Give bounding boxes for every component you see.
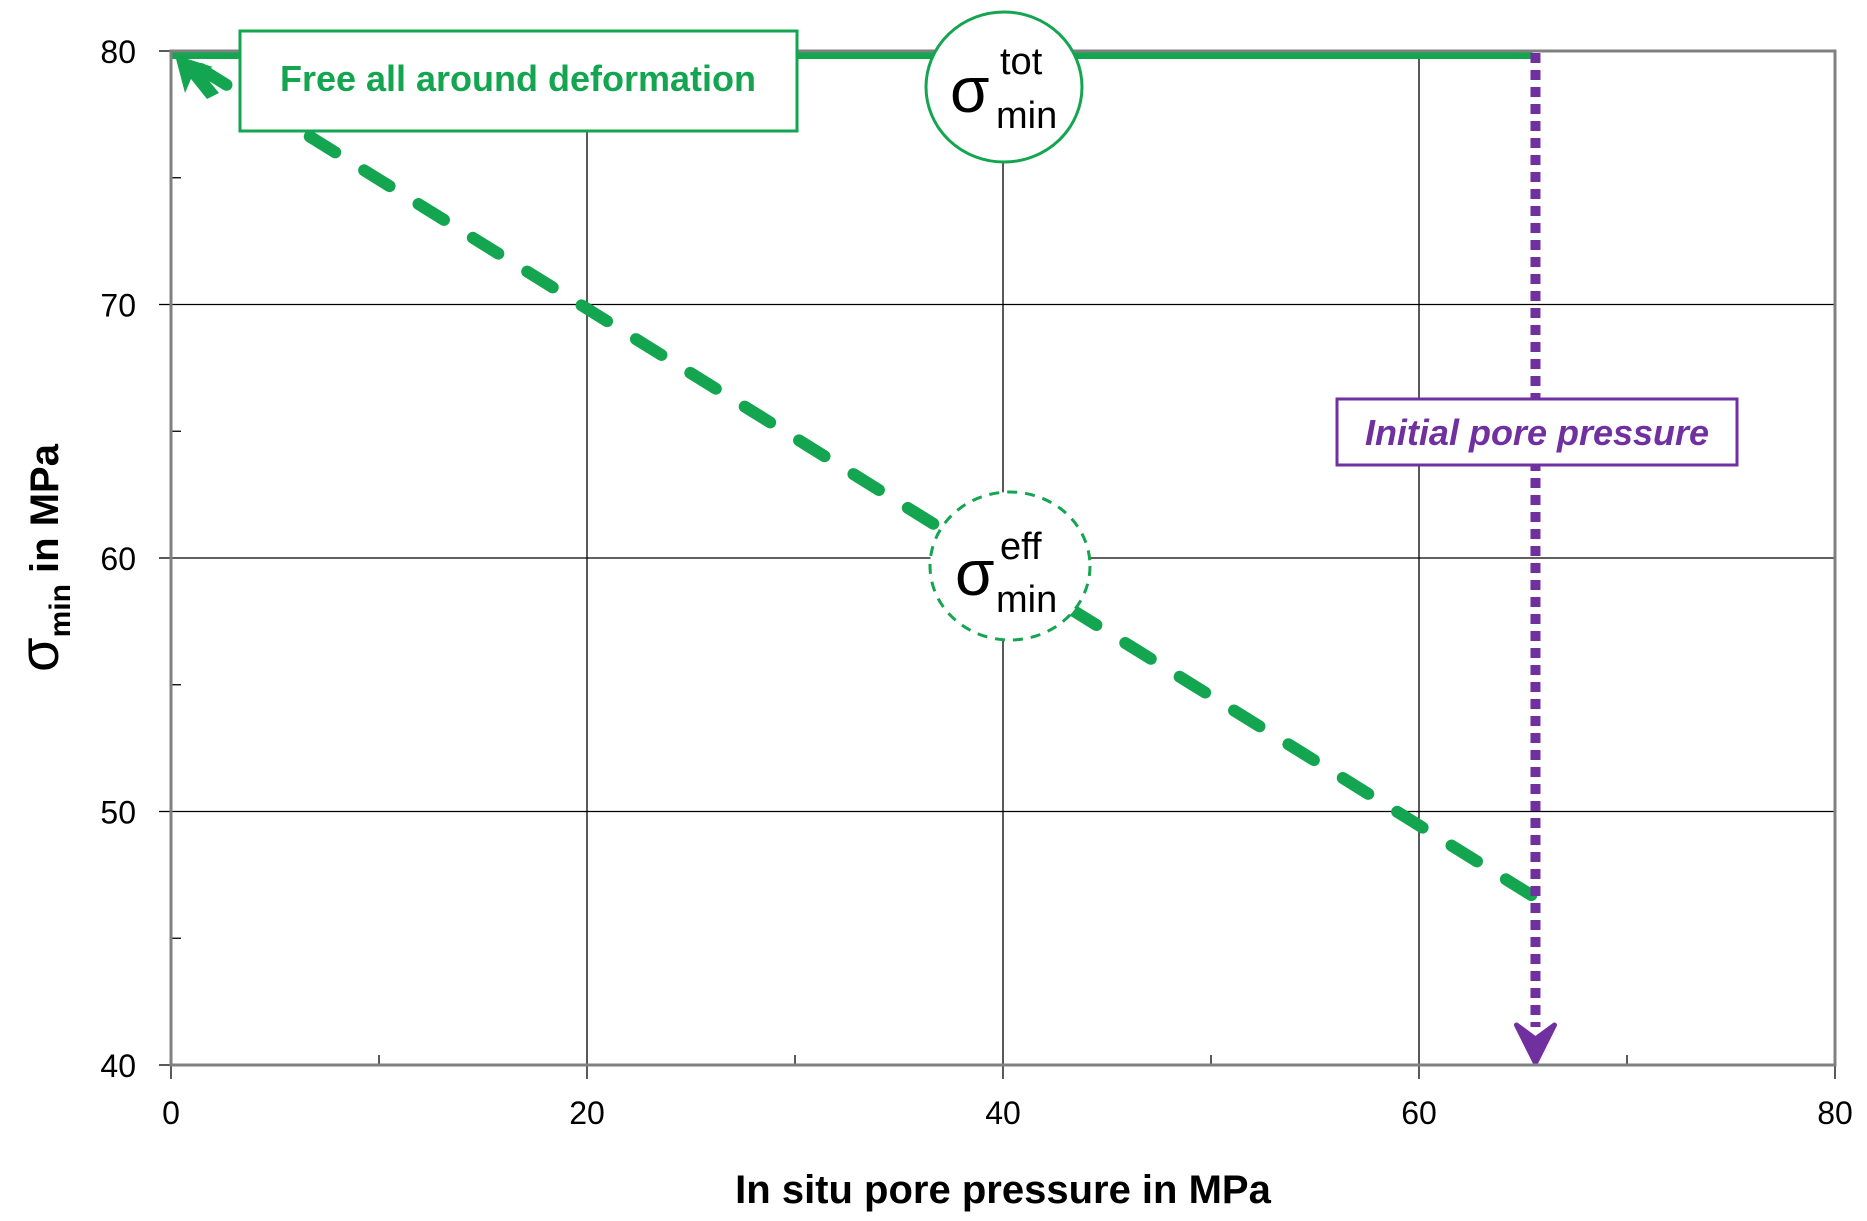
- y-tick-label: 50: [100, 795, 136, 831]
- initial-pore-pressure-label: Initial pore pressure: [1365, 412, 1709, 453]
- sigma-tot-symbol: σ: [950, 54, 990, 126]
- sigma-tot-subscript: min: [996, 95, 1057, 137]
- sigma-tot-label: σ tot min: [924, 10, 1084, 164]
- sigma-eff-superscript: eff: [1000, 526, 1042, 568]
- free-deformation-arrowhead: [175, 55, 219, 99]
- initial-pore-pressure-callout: Initial pore pressure: [1335, 397, 1739, 467]
- tick-labels: 0 20 40 60 80 40 50 60 70 80: [100, 34, 1852, 1131]
- y-axis-symbol: σ: [7, 637, 70, 672]
- y-axis-suffix: in MPa: [23, 443, 67, 584]
- initial-pore-pressure-arrowhead: [1513, 1022, 1557, 1066]
- sigma-eff-symbol: σ: [955, 537, 995, 609]
- sigma-eff-subscript: min: [996, 579, 1057, 621]
- axis-ticks: [159, 50, 1836, 1079]
- y-tick-label: 40: [100, 1048, 136, 1084]
- y-tick-label: 80: [100, 34, 136, 70]
- y-tick-label: 60: [100, 541, 136, 577]
- x-tick-label: 0: [162, 1095, 180, 1131]
- x-tick-label: 60: [1401, 1095, 1437, 1131]
- free-deformation-label: Free all around deformation: [280, 58, 756, 99]
- y-tick-label: 70: [100, 288, 136, 324]
- x-axis-title: In situ pore pressure in MPa: [735, 1168, 1271, 1212]
- x-tick-label: 40: [985, 1095, 1021, 1131]
- x-tick-label: 80: [1817, 1095, 1853, 1131]
- y-axis-subscript: min: [44, 584, 77, 637]
- sigma-eff-dashed-line: [195, 63, 1542, 904]
- sigma-tot-superscript: tot: [1000, 41, 1043, 83]
- y-axis-title: σmin in MPa: [7, 443, 77, 672]
- free-deformation-callout: Free all around deformation: [238, 29, 799, 133]
- sigma-eff-label: σ eff min: [928, 490, 1092, 642]
- x-tick-label: 20: [569, 1095, 605, 1131]
